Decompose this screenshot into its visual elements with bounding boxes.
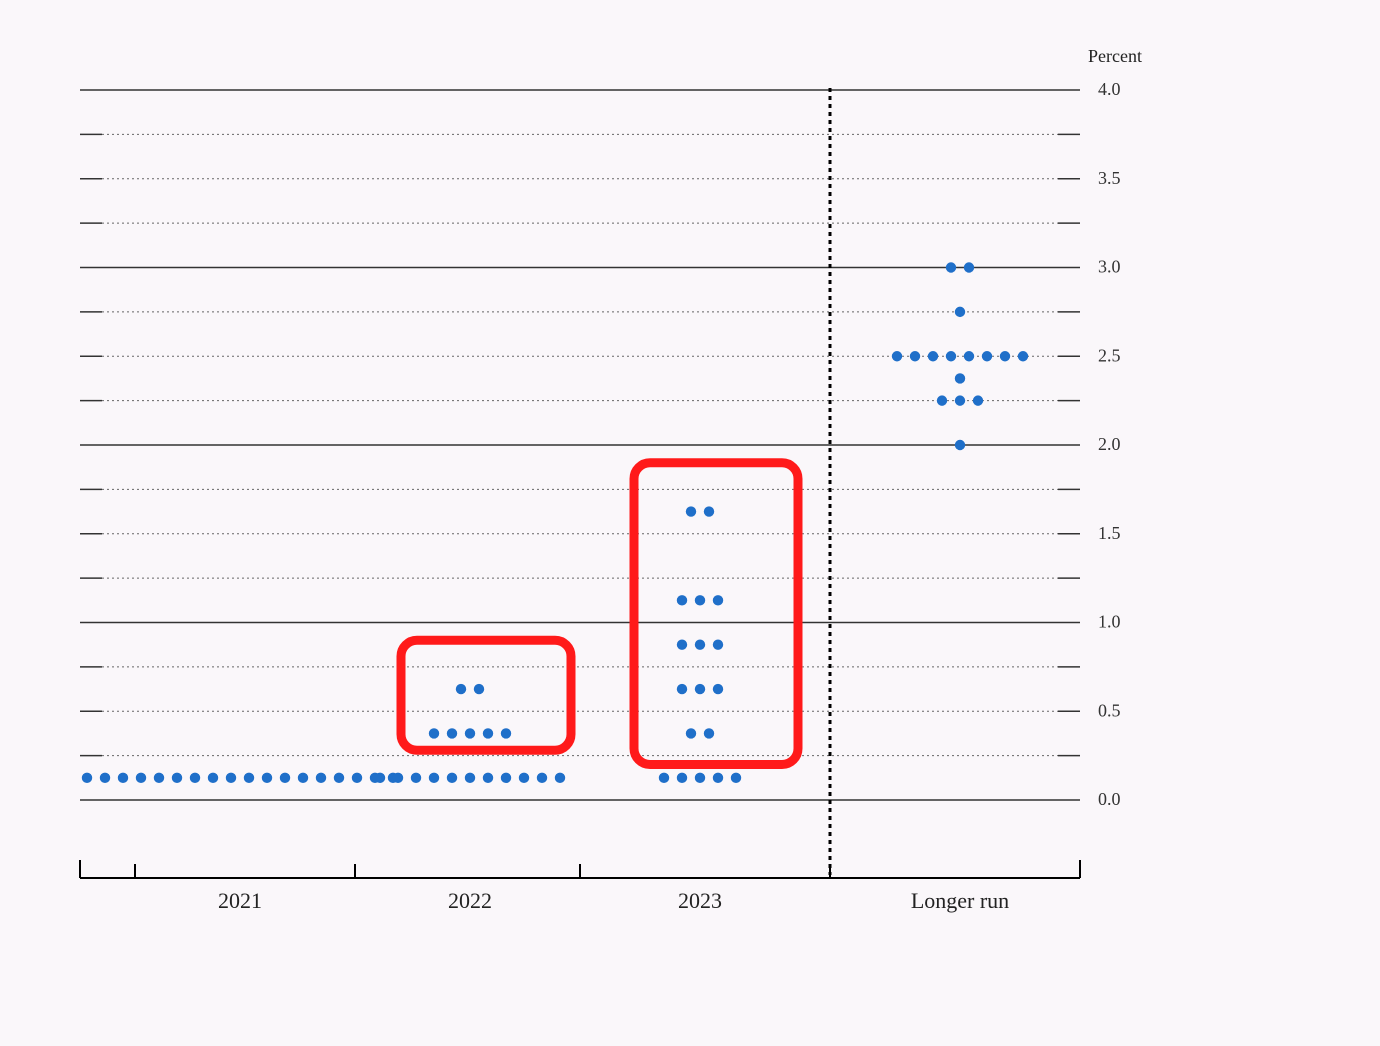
dot: [964, 262, 974, 272]
dot: [334, 773, 344, 783]
dot: [154, 773, 164, 783]
dot: [677, 639, 687, 649]
dot: [190, 773, 200, 783]
dot: [519, 773, 529, 783]
dot: [226, 773, 236, 783]
dot: [686, 506, 696, 516]
dot: [474, 684, 484, 694]
dot: [695, 639, 705, 649]
dot: [118, 773, 128, 783]
y-tick-label: 1.5: [1098, 523, 1121, 543]
dot: [429, 773, 439, 783]
dot: [298, 773, 308, 783]
x-tick-label: 2022: [448, 888, 492, 913]
dot: [501, 728, 511, 738]
dot: [136, 773, 146, 783]
dot: [713, 773, 723, 783]
y-tick-label: 3.5: [1098, 168, 1121, 188]
dot: [447, 773, 457, 783]
dot: [686, 728, 696, 738]
dot: [555, 773, 565, 783]
dot: [677, 773, 687, 783]
dot: [928, 351, 938, 361]
dot: [262, 773, 272, 783]
dot: [713, 639, 723, 649]
x-tick-label: 2023: [678, 888, 722, 913]
dot: [352, 773, 362, 783]
dot: [695, 773, 705, 783]
y-tick-label: 3.0: [1098, 257, 1121, 277]
dot: [393, 773, 403, 783]
dot: [704, 506, 714, 516]
dot: [695, 684, 705, 694]
dot: [731, 773, 741, 783]
dot: [537, 773, 547, 783]
dot: [704, 728, 714, 738]
y-tick-label: 0.0: [1098, 789, 1121, 809]
dot: [483, 773, 493, 783]
dot: [892, 351, 902, 361]
dot: [659, 773, 669, 783]
dot: [910, 351, 920, 361]
dot: [713, 595, 723, 605]
dot: [973, 395, 983, 405]
dot: [955, 395, 965, 405]
dot: [955, 440, 965, 450]
dot: [946, 262, 956, 272]
dot: [100, 773, 110, 783]
dot: [411, 773, 421, 783]
y-tick-label: 1.0: [1098, 612, 1121, 632]
dot: [955, 307, 965, 317]
y-tick-label: 2.5: [1098, 345, 1121, 365]
dot: [695, 595, 705, 605]
dot: [316, 773, 326, 783]
dot: [456, 684, 466, 694]
dot: [280, 773, 290, 783]
dot: [244, 773, 254, 783]
dot: [677, 595, 687, 605]
dot: [82, 773, 92, 783]
y-tick-label: 0.5: [1098, 700, 1121, 720]
x-tick-label: Longer run: [911, 888, 1009, 913]
dot: [172, 773, 182, 783]
dot: [982, 351, 992, 361]
y-tick-label: 2.0: [1098, 434, 1121, 454]
dot: [483, 728, 493, 738]
y-tick-label: 4.0: [1098, 79, 1121, 99]
dot: [1000, 351, 1010, 361]
dot: [1018, 351, 1028, 361]
dot: [964, 351, 974, 361]
y-axis-title: Percent: [1088, 46, 1142, 66]
dot: [375, 773, 385, 783]
dot: [447, 728, 457, 738]
dot: [429, 728, 439, 738]
dot: [465, 773, 475, 783]
dot: [713, 684, 723, 694]
dot: [501, 773, 511, 783]
x-tick-label: 2021: [218, 888, 262, 913]
dot: [465, 728, 475, 738]
dotplot-chart: 0.0 0.5 1.0 1.5 2.0 2.5 3.0 3.5 4.0 Percent 2021 20…: [0, 0, 1380, 1046]
dot: [946, 351, 956, 361]
dot: [937, 395, 947, 405]
dot: [955, 373, 965, 383]
dot: [677, 684, 687, 694]
dot: [208, 773, 218, 783]
chart-svg: 0.0 0.5 1.0 1.5 2.0 2.5 3.0 3.5 4.0 Percent 2021 20…: [0, 0, 1380, 1046]
